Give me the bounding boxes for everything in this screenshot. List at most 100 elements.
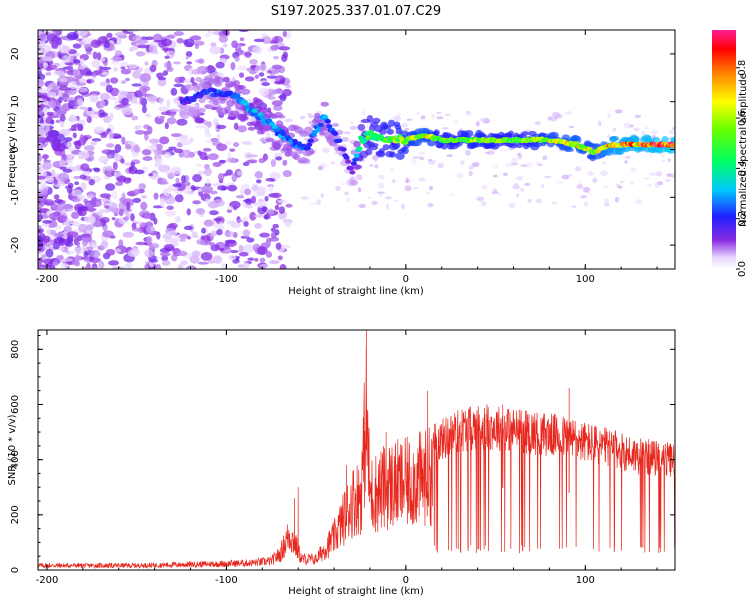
noise-blob: [259, 263, 269, 268]
spectrogram-plot-area: [38, 30, 675, 269]
noise-blob: [134, 90, 144, 98]
noise-blob: [300, 196, 309, 200]
signal-cell: [306, 142, 313, 147]
signal-halo: [273, 112, 283, 118]
noise-blob: [446, 154, 453, 157]
noise-blob: [176, 250, 188, 257]
noise-blob: [246, 154, 258, 158]
noise-blob: [134, 169, 145, 175]
noise-blob: [444, 113, 451, 116]
signal-cell: [347, 165, 354, 171]
noise-blob: [204, 167, 212, 177]
noise-blob: [114, 32, 127, 37]
noise-blob: [87, 106, 93, 112]
noise-blob: [453, 119, 459, 124]
snr-frame: [37, 329, 676, 571]
noise-blob: [89, 257, 101, 263]
noise-blob: [600, 170, 608, 177]
noise-blob: [77, 156, 85, 160]
noise-blob: [317, 165, 324, 171]
noise-blob: [74, 181, 80, 186]
noise-blob: [130, 213, 135, 222]
signal-halo: [365, 148, 373, 156]
noise-blob: [103, 60, 108, 66]
noise-blob: [42, 219, 52, 224]
noise-blob: [367, 196, 371, 200]
noise-blob: [104, 183, 116, 191]
noise-blob: [128, 47, 135, 52]
y-tick-label: 20: [10, 48, 21, 61]
noise-blob: [165, 200, 172, 205]
noise-blob: [667, 158, 672, 162]
noise-blob: [38, 110, 44, 117]
signal-halo: [341, 137, 350, 142]
noise-blob: [224, 239, 237, 244]
noise-blob: [94, 111, 100, 115]
noise-blob: [144, 132, 149, 141]
noise-blob: [413, 187, 419, 190]
noise-blob: [86, 246, 94, 251]
noise-blob: [175, 177, 180, 184]
noise-blob: [93, 126, 105, 134]
signal-cell: [280, 131, 287, 137]
noise-blob: [270, 44, 279, 51]
noise-blob: [180, 139, 192, 146]
noise-blob: [120, 68, 132, 75]
noise-blob: [633, 127, 640, 132]
noise-blob: [274, 204, 280, 211]
noise-blob: [620, 180, 624, 184]
noise-blob: [232, 205, 238, 211]
noise-blob: [203, 219, 214, 227]
noise-blob: [168, 222, 178, 229]
noise-blob: [195, 207, 206, 215]
noise-blob: [83, 145, 95, 151]
noise-blob: [139, 222, 147, 228]
noise-blob: [118, 239, 124, 249]
noise-blob: [192, 200, 202, 205]
noise-blob: [101, 149, 114, 155]
noise-blob: [271, 64, 283, 70]
noise-blob: [58, 172, 70, 181]
noise-blob: [513, 182, 519, 186]
noise-blob: [173, 83, 184, 88]
noise-blob: [349, 121, 354, 125]
noise-blob: [59, 61, 64, 70]
noise-blob: [73, 123, 81, 128]
noise-blob: [256, 187, 266, 196]
noise-blob: [166, 99, 171, 108]
signal-halo: [271, 140, 281, 145]
x-tick-label: -100: [215, 575, 238, 586]
noise-blob: [238, 251, 249, 257]
noise-blob: [114, 98, 120, 106]
noise-blob: [162, 233, 173, 240]
noise-blob: [275, 156, 283, 161]
noise-blob: [480, 201, 487, 207]
noise-blob: [517, 153, 523, 159]
signal-halo: [666, 146, 675, 154]
signal-halo: [203, 75, 214, 81]
noise-blob: [92, 51, 98, 60]
noise-blob: [310, 202, 318, 206]
signal-halo: [372, 117, 381, 124]
noise-blob: [89, 141, 98, 146]
signal-cell: [322, 114, 329, 120]
noise-blob: [132, 197, 142, 204]
snr-panel: -200 -100 0 100 0 200 400 600 800 Height of stra…: [7, 329, 676, 597]
noise-blob: [72, 132, 77, 139]
y-tick-label: -10: [10, 189, 21, 205]
noise-blob: [654, 182, 660, 188]
signal-halo: [402, 146, 409, 155]
noise-blob: [136, 44, 149, 49]
noise-blob: [586, 171, 595, 176]
noise-blob: [264, 213, 269, 220]
noise-blob: [416, 112, 420, 115]
noise-blob: [272, 55, 279, 60]
noise-blob: [630, 167, 637, 173]
colorbar-tick-label: 0.6: [737, 110, 748, 126]
noise-blob: [428, 159, 436, 165]
noise-blob: [125, 143, 132, 150]
noise-blob: [561, 174, 570, 180]
noise-blob: [126, 30, 139, 33]
noise-blob: [282, 159, 288, 166]
